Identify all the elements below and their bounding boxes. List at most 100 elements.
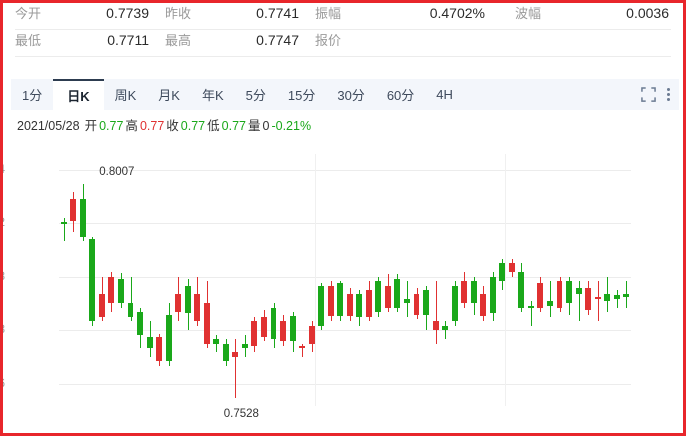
candle-body [442, 325, 449, 331]
gridline-vertical [314, 154, 316, 406]
quote-row: 最低 0.7711 最高 0.7747 报价 [15, 30, 671, 57]
y-axis-tick-label: 0.792 [3, 217, 5, 229]
candle-body [365, 290, 372, 317]
timeframe-tab-6[interactable]: 15分 [277, 79, 326, 110]
timeframe-tab-1[interactable]: 日K [53, 79, 104, 110]
quote-value: 0.7739 [106, 5, 149, 21]
chart-area[interactable]: 0.8040.7920.780.7680.7562%0%-1%-3%0.8007… [3, 136, 681, 432]
low-price-annotation: 0.7528 [223, 407, 259, 420]
quote-label: 最高 [165, 33, 192, 48]
candle-wick [579, 281, 580, 322]
candle-body [79, 198, 86, 237]
timeframe-tab-label: 5分 [245, 88, 266, 103]
candle-body [308, 325, 315, 344]
candle-body [184, 285, 191, 314]
candle-body [547, 301, 553, 306]
candle-body [165, 314, 172, 362]
candlestick-plot[interactable]: 0.8040.7920.780.7680.7562%0%-1%-3%0.8007… [3, 154, 631, 420]
timeframe-tab-9[interactable]: 4H [425, 79, 464, 110]
high-price-annotation: 0.8007 [99, 166, 135, 179]
candle-wick [531, 301, 532, 326]
candle-body [604, 294, 611, 302]
candle-body [575, 287, 582, 295]
candle-body [318, 285, 325, 326]
candle-body [566, 281, 572, 304]
more-vertical-icon[interactable] [667, 88, 670, 101]
quote-label: 最低 [15, 33, 42, 48]
quote-label: 今开 [15, 6, 42, 21]
candle-body [241, 343, 248, 348]
quote-cell-empty [515, 30, 671, 56]
gridline-horizontal [59, 383, 631, 385]
candle-body [108, 276, 115, 304]
candle-body [480, 294, 487, 316]
candle-body [299, 345, 306, 348]
timeframe-tab-label: 年K [201, 88, 224, 103]
ohlc-info-line: 2021/05/28 开 0.77 高 0.77 收 0.77 低 0.77 量 0 -0.21% [17, 115, 313, 134]
candle-body [384, 285, 391, 308]
candle-body [251, 321, 258, 346]
candle-body [270, 307, 277, 340]
quote-label: 波幅 [515, 6, 542, 21]
quote-value: 0.7741 [256, 5, 299, 21]
quote-cell-bid: 报价 [315, 30, 515, 56]
candle-body [356, 294, 363, 317]
ohlc-low-label: 低 [207, 119, 220, 133]
timeframe-tab-label: 60分 [386, 88, 415, 103]
candle-body [451, 285, 458, 322]
ohlc-close-value: 0.77 [180, 119, 206, 133]
ohlc-date: 2021/05/28 [17, 119, 80, 133]
timeframe-tab-4[interactable]: 年K [191, 79, 235, 110]
candle-body [261, 316, 267, 337]
candle-wick [617, 290, 618, 308]
ohlc-low-value: 0.77 [221, 119, 246, 133]
quote-row: 今开 0.7739 昨收 0.7741 振幅 0.4702% 波幅 0.0036 [15, 3, 671, 30]
timeframe-tab-0[interactable]: 1分 [11, 79, 53, 110]
timeframe-tab-5[interactable]: 5分 [235, 79, 277, 110]
quote-cell-prev-close: 昨收 0.7741 [165, 3, 315, 29]
candle-body [175, 294, 182, 313]
candle-body [327, 285, 334, 316]
candle-body [194, 294, 201, 322]
candle-body [137, 312, 143, 335]
candle-body [346, 294, 353, 316]
candle-body [518, 272, 525, 308]
candle-body [232, 352, 239, 357]
fullscreen-icon[interactable] [640, 86, 657, 103]
candle-body [146, 336, 153, 348]
candle-body [98, 294, 105, 317]
gridline-horizontal [59, 169, 631, 171]
candle-body [404, 298, 410, 304]
timeframe-tab-3[interactable]: 月K [147, 79, 191, 110]
candle-body [537, 283, 544, 308]
quote-label: 振幅 [315, 6, 342, 21]
timeframe-tab-label: 月K [158, 88, 180, 103]
ohlc-high-value: 0.77 [139, 119, 165, 133]
timeframe-tab-7[interactable]: 30分 [326, 79, 375, 110]
gridline-horizontal [59, 223, 631, 225]
timeframe-tab-label: 日K [67, 89, 90, 104]
timeframe-tab-label: 周K [114, 88, 137, 103]
timeframe-tab-label: 4H [436, 87, 453, 102]
timeframe-tab-label: 30分 [337, 88, 365, 103]
gridline-horizontal [59, 330, 631, 332]
ohlc-close-label: 收 [166, 119, 179, 133]
candle-wick [550, 281, 551, 317]
candle-body [89, 238, 96, 322]
candle-body [594, 296, 601, 299]
candle-body [556, 281, 563, 308]
candle-wick [607, 276, 608, 313]
candle-body [489, 276, 496, 314]
timeframe-tab-8[interactable]: 60分 [376, 79, 425, 110]
candle-body [461, 281, 468, 304]
timeframe-tab-2[interactable]: 周K [104, 79, 148, 110]
quote-label: 昨收 [165, 6, 192, 21]
quote-cell-range: 波幅 0.0036 [515, 3, 671, 29]
candle-body [470, 281, 477, 304]
timeframe-tab-label: 1分 [22, 88, 43, 103]
quote-value: 0.7747 [256, 32, 299, 48]
candle-body [156, 336, 163, 362]
quote-value: 0.0036 [626, 5, 669, 21]
candle-body [432, 321, 439, 331]
